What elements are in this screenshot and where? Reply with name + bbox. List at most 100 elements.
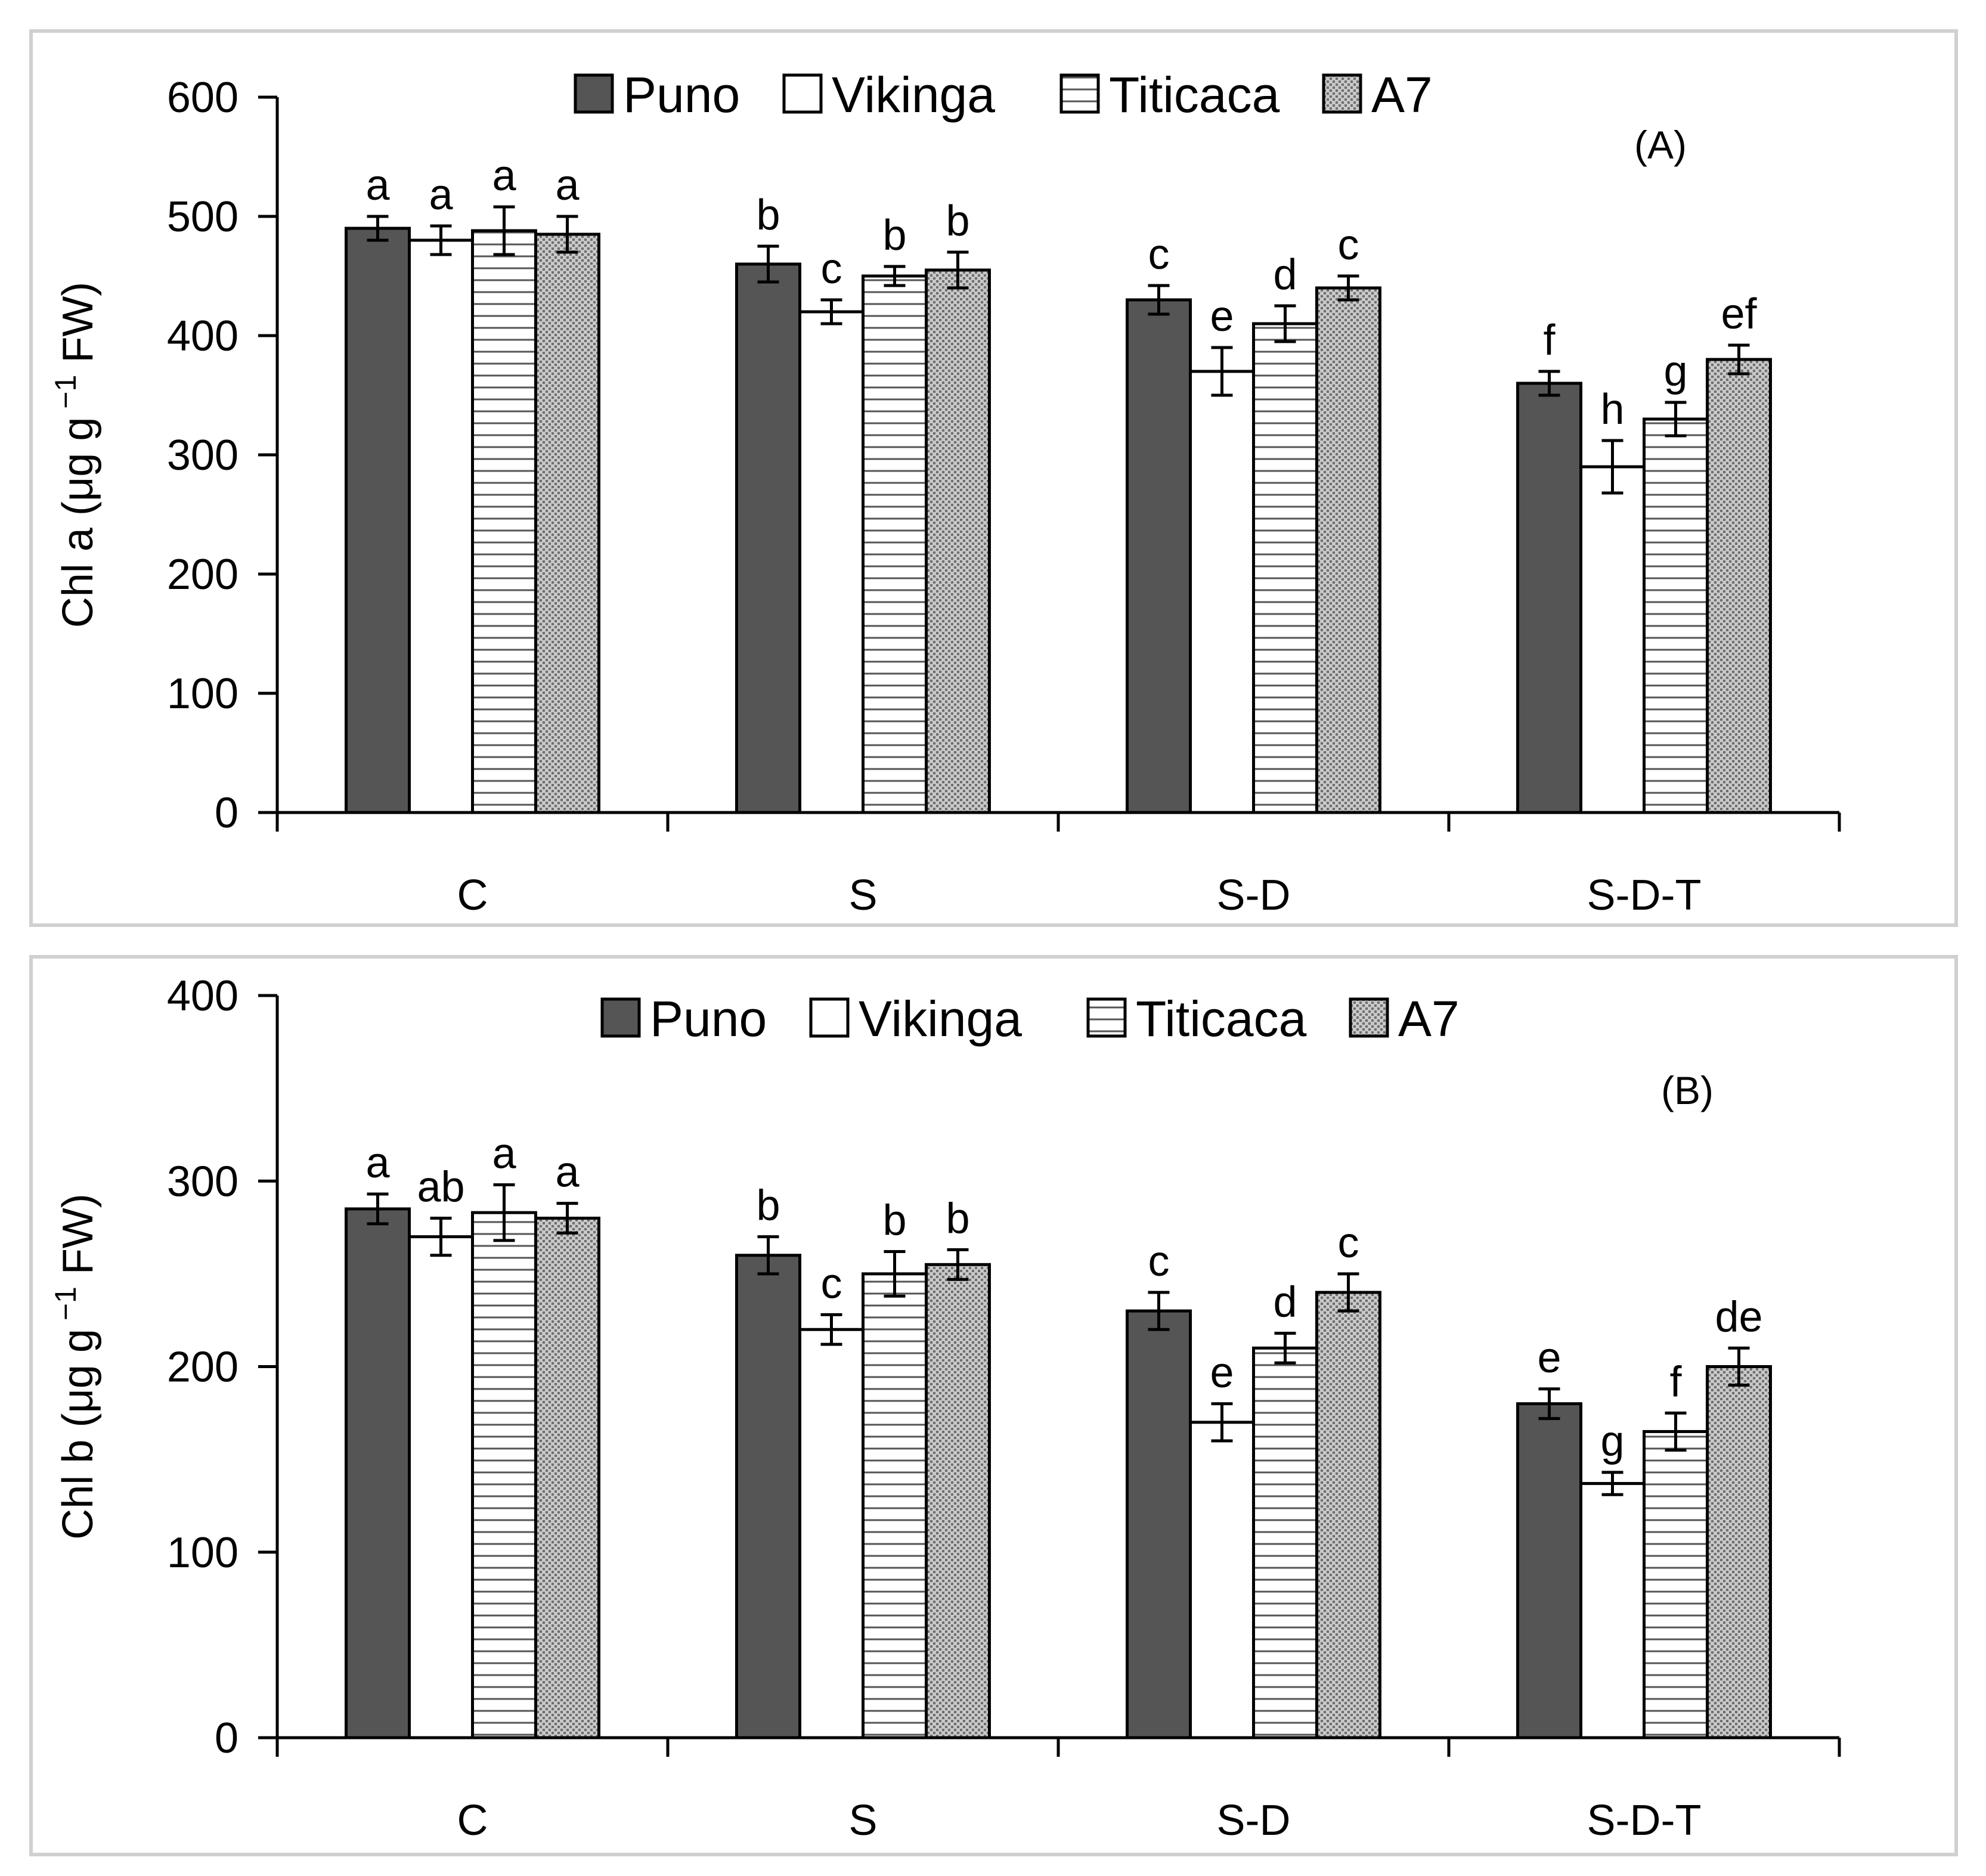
- panel-a-significance-label: b: [756, 191, 780, 239]
- panel-a-category-label: S: [848, 872, 877, 919]
- panel-b-significance-label: e: [1537, 1334, 1561, 1382]
- panel-a-significance-label: c: [1148, 231, 1170, 278]
- panel-b-bar-puno: [345, 1207, 411, 1739]
- panel-a-significance-label: f: [1543, 317, 1556, 364]
- panel-b-y-axis-title: Chl b (μg g −1 FW): [49, 1193, 102, 1539]
- panel-b-significance-label: e: [1210, 1349, 1234, 1397]
- panel-a-category-label: S-D-T: [1587, 872, 1702, 919]
- panel-a-category-label: S-D: [1217, 872, 1291, 919]
- panel-a-y-tick-label: 200: [167, 551, 238, 599]
- panel-b-significance-label: b: [756, 1182, 780, 1230]
- panel-b-category-label: S-D-T: [1587, 1797, 1702, 1844]
- panel-b-category-label: S: [848, 1797, 877, 1844]
- panel-b-legend-label-puno: Puno: [650, 991, 767, 1047]
- panel-a-legend-label-vikinga: Vikinga: [832, 67, 995, 123]
- panel-b-bar-a7: [1315, 1291, 1381, 1739]
- panel-a-bar-vikinga: [1579, 465, 1646, 814]
- panel-b-legend-swatch-puno: [600, 997, 641, 1038]
- panel-b-significance-label: de: [1715, 1293, 1762, 1341]
- panel-b-bar-titicaca: [862, 1272, 928, 1739]
- panel-b-bar-vikinga: [1579, 1482, 1646, 1739]
- panel-b-category-label: C: [457, 1797, 488, 1844]
- panel-b-legend-swatch-a7: [1349, 997, 1389, 1038]
- panel-b-bar-titicaca: [1252, 1346, 1318, 1739]
- panel-b-significance-label: g: [1600, 1418, 1624, 1465]
- panel-a-legend-swatch-vikinga: [782, 73, 823, 114]
- panel-b-y-tick-label: 200: [167, 1344, 238, 1391]
- panel-a-y-tick-label: 300: [167, 432, 238, 479]
- panel-a-bar-puno: [1516, 382, 1582, 814]
- panel-a-significance-label: ef: [1721, 290, 1757, 338]
- panel-a-bar-vikinga: [798, 310, 865, 814]
- panel-a-legend-label-puno: Puno: [623, 67, 740, 123]
- panel-a-bar-vikinga: [408, 238, 474, 814]
- panel-b-label: (B): [1661, 1068, 1714, 1112]
- panel-a-legend-label-titicaca: Titicaca: [1109, 67, 1280, 123]
- panel-b-y-tick-label: 400: [167, 972, 238, 1020]
- panel-a-bar-titicaca: [1643, 417, 1709, 814]
- panel-a-y-tick-label: 0: [215, 789, 238, 837]
- panel-a-bar-a7: [534, 232, 600, 814]
- panel-a-significance-label: a: [429, 171, 453, 219]
- panel-b-significance-label: b: [882, 1197, 906, 1245]
- panel-a-y-axis-title: Chl a (μg g −1 FW): [49, 282, 102, 628]
- panel-b-significance-label: d: [1273, 1278, 1297, 1326]
- panel-a-significance-label: b: [946, 197, 969, 245]
- panel-a-category-label: C: [457, 872, 488, 919]
- panel-a-bar-a7: [1315, 286, 1381, 814]
- panel-b-significance-label: c: [1148, 1238, 1170, 1285]
- panel-a-significance-label: d: [1273, 251, 1297, 299]
- panel-b-bar-puno: [1126, 1309, 1192, 1739]
- panel-a-significance-label: h: [1600, 386, 1624, 433]
- panel-a-significance-label: a: [365, 162, 390, 209]
- panel-a-significance-label: g: [1663, 348, 1687, 395]
- panel-b-significance-label: c: [821, 1260, 842, 1307]
- panel-a-significance-label: b: [882, 212, 906, 259]
- panel-a-bar-a7: [1706, 358, 1772, 814]
- panel-b-legend-label-titicaca: Titicaca: [1136, 991, 1307, 1047]
- panel-b-legend-swatch-vikinga: [809, 997, 850, 1038]
- panel-a-legend-swatch-titicaca: [1059, 73, 1100, 114]
- panel-a-label: (A): [1634, 123, 1687, 167]
- panel-a-legend-label-a7: A7: [1371, 67, 1433, 123]
- panel-b-y-tick-label: 0: [215, 1714, 238, 1762]
- panel-a-bar-a7: [925, 268, 991, 814]
- panel-b-bar-a7: [1706, 1365, 1772, 1739]
- panel-a-bar-puno: [1126, 298, 1192, 814]
- panel-b-bar-a7: [925, 1263, 991, 1739]
- panel-b-bar-vikinga: [1189, 1421, 1255, 1739]
- panel-b-legend-label-a7: A7: [1398, 991, 1460, 1047]
- panel-a-significance-label: a: [555, 162, 580, 209]
- panel-b-bar-titicaca: [1643, 1430, 1709, 1739]
- panel-a-significance-label: e: [1210, 293, 1234, 340]
- panel-a-y-tick-label: 500: [167, 193, 238, 241]
- panel-a-bar-titicaca: [862, 274, 928, 814]
- panel-a-bar-titicaca: [1252, 322, 1318, 814]
- panel-a-y-tick-label: 600: [167, 74, 238, 122]
- panel-a-significance-label: c: [1338, 221, 1359, 269]
- panel-b-bar-vikinga: [408, 1235, 474, 1739]
- panel-a-y-tick-label: 100: [167, 670, 238, 718]
- panel-b-bar-vikinga: [798, 1328, 865, 1739]
- panel-b-y-tick-label: 100: [167, 1529, 238, 1577]
- panel-a-significance-label: a: [492, 152, 516, 200]
- panel-a-bar-vikinga: [1189, 370, 1255, 814]
- panel-a-bar-puno: [735, 262, 801, 814]
- panel-a-y-tick-label: 400: [167, 312, 238, 360]
- panel-b-bar-puno: [735, 1254, 801, 1739]
- panel-b-legend-swatch-titicaca: [1086, 997, 1127, 1038]
- panel-a-legend-swatch-a7: [1322, 73, 1362, 114]
- panel-b-significance-label: c: [1338, 1219, 1359, 1267]
- panel-b-category-label: S-D: [1217, 1797, 1291, 1844]
- panel-b-significance-label: ab: [417, 1164, 464, 1211]
- panel-b-bar-titicaca: [471, 1211, 537, 1739]
- panel-b-significance-label: b: [946, 1195, 969, 1242]
- panel-a-bar-puno: [345, 227, 411, 814]
- panel-b-legend-label-vikinga: Vikinga: [859, 991, 1022, 1047]
- panel-a-bar-titicaca: [471, 229, 537, 814]
- panel-b-significance-label: a: [365, 1139, 390, 1187]
- panel-a-legend-swatch-puno: [574, 73, 614, 114]
